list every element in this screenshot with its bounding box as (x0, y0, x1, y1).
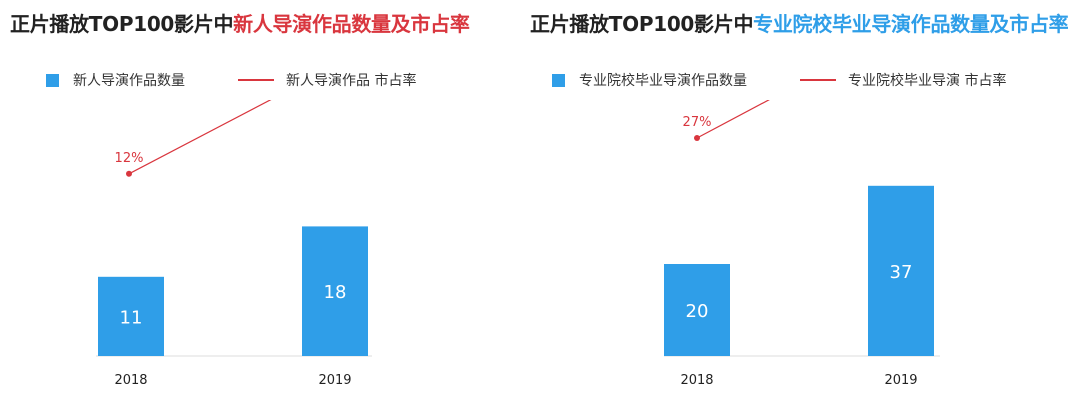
legend-swatch-bar (46, 73, 59, 87)
line-point-label: 27% (683, 115, 712, 130)
line-share (696, 100, 770, 139)
legend-item-bar: 新人导演作品数量 (46, 70, 185, 90)
bar-2018 (664, 264, 730, 356)
line-point-label: 12% (115, 151, 144, 166)
bar-value-label: 18 (324, 282, 347, 303)
x-tick-label: 2019 (318, 373, 351, 388)
legend-swatch-line (238, 79, 274, 81)
legend-item-line: 专业院校毕业导演 市占率 (800, 70, 1006, 90)
line-point (126, 170, 132, 177)
chart-panel-graduate: 正片播放TOP100影片中专业院校毕业导演作品数量及市占率 专业院校毕业导演作品… (530, 0, 1080, 404)
chart-title-prefix: 正片播放TOP100影片中 (530, 12, 754, 36)
bar-value-label: 11 (120, 307, 143, 328)
chart-title-highlight: 新人导演作品数量及市占率 (233, 12, 470, 36)
chart-title-highlight: 专业院校毕业导演作品数量及市占率 (753, 12, 1069, 36)
legend-label-bar: 专业院校毕业导演作品数量 (579, 73, 747, 89)
legend-label-bar: 新人导演作品数量 (73, 73, 185, 89)
chart-title: 正片播放TOP100影片中新人导演作品数量及市占率 (10, 8, 470, 37)
chart-panel-newcomer: 正片播放TOP100影片中新人导演作品数量及市占率 新人导演作品数量 新人导演作… (10, 8, 470, 388)
legend-label-line: 专业院校毕业导演 市占率 (848, 73, 1007, 89)
bar-value-label: 20 (686, 301, 709, 322)
x-tick-label: 2018 (680, 373, 713, 388)
bar-2018 (98, 276, 164, 356)
legend-item-bar: 专业院校毕业导演作品数量 (552, 70, 747, 90)
legend-swatch-line (800, 79, 836, 81)
legend-label-line: 新人导演作品 市占率 (286, 73, 417, 89)
bar-2019 (302, 226, 368, 356)
x-tick-label: 2019 (884, 373, 917, 388)
bar-value-label: 37 (890, 262, 913, 283)
chart-title-prefix: 正片播放TOP100影片中 (10, 12, 234, 36)
legend-item-line: 新人导演作品 市占率 (238, 70, 416, 90)
line-point (694, 135, 700, 141)
legend-swatch-bar (552, 73, 565, 87)
bar-2019 (868, 185, 934, 356)
chart-title: 正片播放TOP100影片中专业院校毕业导演作品数量及市占率 (530, 8, 1069, 37)
x-tick-label: 2018 (114, 373, 147, 388)
line-share (128, 100, 272, 175)
